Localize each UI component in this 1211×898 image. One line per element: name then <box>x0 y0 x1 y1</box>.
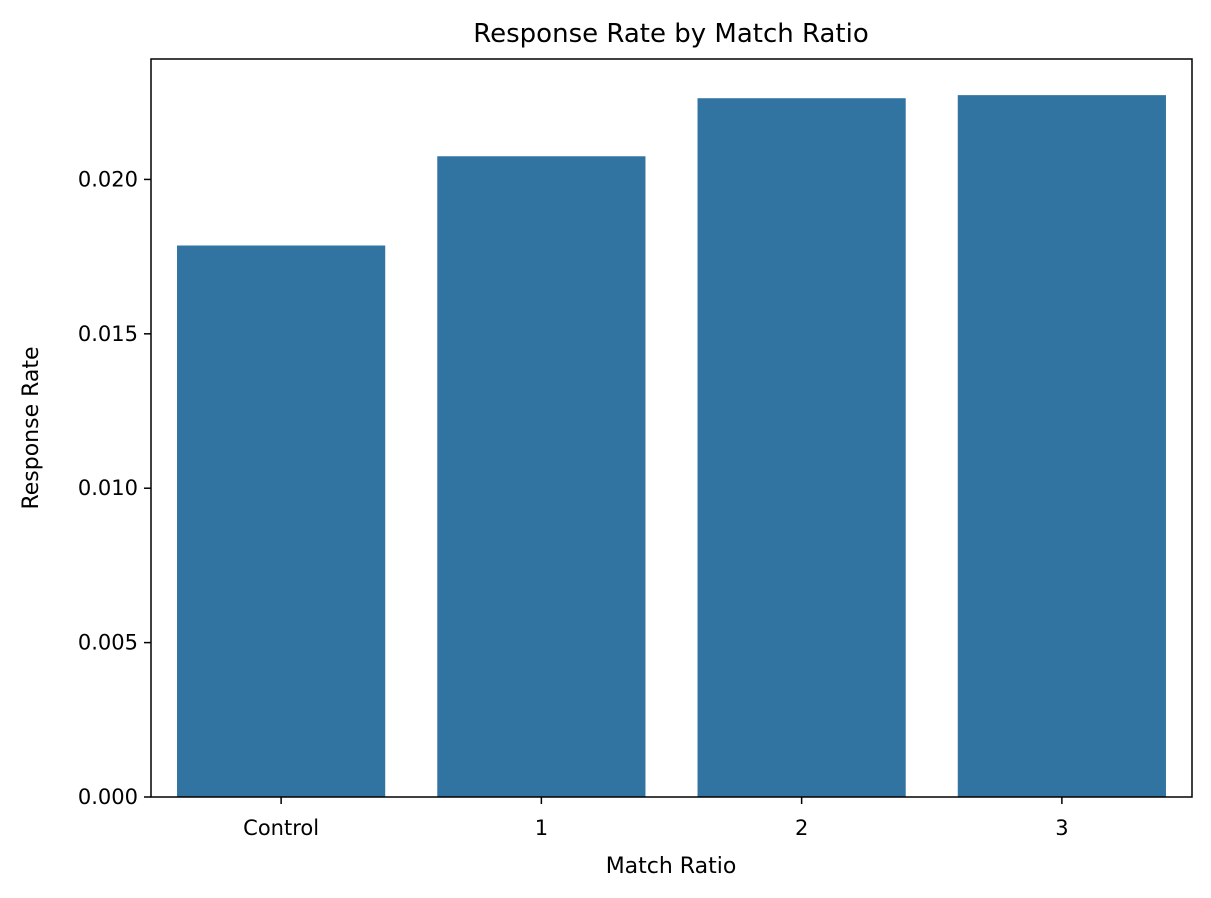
bar-3 <box>957 95 1166 797</box>
y-axis-label: Response Rate <box>19 346 44 509</box>
y-axis-ticks: 0.000 0.005 0.010 0.015 0.020 <box>78 167 151 809</box>
bar-1 <box>437 156 646 797</box>
x-axis-ticks: Control 1 2 3 <box>243 797 1069 840</box>
x-tick-label: 3 <box>1055 816 1068 840</box>
x-tick-label: 2 <box>795 816 808 840</box>
y-tick-label: 0.010 <box>78 476 138 500</box>
x-tick-label: Control <box>243 816 319 840</box>
bar-control <box>177 245 386 797</box>
x-tick-label: 1 <box>535 816 548 840</box>
chart-title: Response Rate by Match Ratio <box>473 19 869 49</box>
bar-2 <box>697 98 906 798</box>
y-tick-label: 0.000 <box>78 785 138 809</box>
bars-group <box>177 95 1166 798</box>
y-tick-label: 0.015 <box>78 322 138 346</box>
y-tick-label: 0.005 <box>78 631 138 655</box>
plot-frame <box>150 58 1193 798</box>
x-axis-label: Match Ratio <box>606 854 737 879</box>
y-tick-label: 0.020 <box>78 167 138 191</box>
